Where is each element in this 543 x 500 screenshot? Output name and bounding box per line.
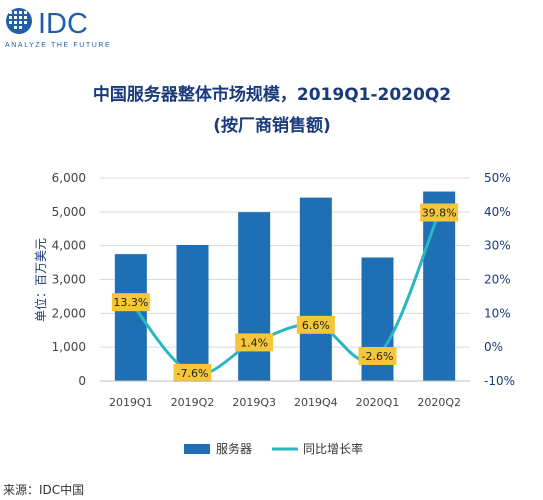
data-label-box <box>111 293 150 312</box>
data-label-text: 6.6% <box>302 319 330 332</box>
idc-logo: IDC ANALYZE THE FUTURE <box>5 8 111 49</box>
data-label: 6.6% <box>296 315 335 334</box>
x-axis: 2019Q1 2019Q2 2019Q3 2019Q4 2020Q1 2020Q2 <box>100 380 470 409</box>
data-label-text: 13.3% <box>113 296 148 309</box>
y2-tick-label: 30% <box>484 239 511 253</box>
data-label-text: 1.4% <box>240 336 268 349</box>
chart-subtitle: (按厂商销售额) <box>213 115 331 136</box>
x-tick-label: 2019Q1 <box>109 396 153 409</box>
data-label: -2.6% <box>358 346 397 365</box>
y2-tick-label: 40% <box>484 205 511 219</box>
data-labels: 13.3% -7.6% 1.4% 6.6% -2.6% 39.8% <box>111 203 459 382</box>
y-tick-label: 2,000 <box>52 306 86 320</box>
data-label-text: -7.6% <box>177 367 209 380</box>
y-axis-left: 0 1,000 2,000 3,000 4,000 5,000 6,000 <box>52 171 86 388</box>
y2-tick-label: 10% <box>484 306 511 320</box>
bar <box>176 244 209 381</box>
y-tick-label: 1,000 <box>52 340 86 354</box>
y-axis-label: 单位：百万美元 <box>33 238 48 322</box>
brand-tagline: ANALYZE THE FUTURE <box>5 42 111 49</box>
bar <box>238 212 271 381</box>
legend-bar-label: 服务器 <box>216 441 252 456</box>
bar <box>299 197 332 381</box>
chart-title: 中国服务器整体市场规模，2019Q1-2020Q2 <box>93 84 451 105</box>
data-label: -7.6% <box>173 363 212 382</box>
x-tick-label: 2019Q3 <box>232 396 276 409</box>
data-label-text: -2.6% <box>362 350 394 363</box>
globe-icon <box>6 8 32 34</box>
y-tick-label: 6,000 <box>52 171 86 185</box>
y2-tick-label: -10% <box>484 374 515 388</box>
y-tick-label: 0 <box>78 374 86 388</box>
x-tick-label: 2020Q1 <box>356 396 400 409</box>
data-label-text: 39.8% <box>422 207 457 220</box>
source-note: 来源：IDC中国 <box>3 482 84 497</box>
data-label: 1.4% <box>235 333 274 352</box>
x-tick-label: 2019Q4 <box>294 396 338 409</box>
y-axis-right: -10% 0% 10% 20% 30% 40% 50% <box>484 171 515 388</box>
data-label-box <box>420 203 459 222</box>
data-label-box <box>296 315 335 334</box>
y-tick-label: 5,000 <box>52 205 86 219</box>
x-tick-label: 2019Q2 <box>171 396 215 409</box>
brand-name: IDC <box>38 8 88 40</box>
bar <box>423 191 456 381</box>
y2-tick-label: 50% <box>484 171 511 185</box>
y2-tick-label: 0% <box>484 340 503 354</box>
data-label: 13.3% <box>111 293 150 312</box>
data-label-box <box>173 363 212 382</box>
legend: 服务器 同比增长率 <box>184 441 363 456</box>
y-tick-label: 4,000 <box>52 239 86 253</box>
data-label: 39.8% <box>420 203 459 222</box>
legend-bar-swatch <box>184 444 210 454</box>
y-tick-label: 3,000 <box>52 273 86 287</box>
legend-line-label: 同比增长率 <box>303 441 363 456</box>
data-label-box <box>235 333 274 352</box>
y2-tick-label: 20% <box>484 273 511 287</box>
x-tick-label: 2020Q2 <box>417 396 461 409</box>
data-label-box <box>358 346 397 365</box>
